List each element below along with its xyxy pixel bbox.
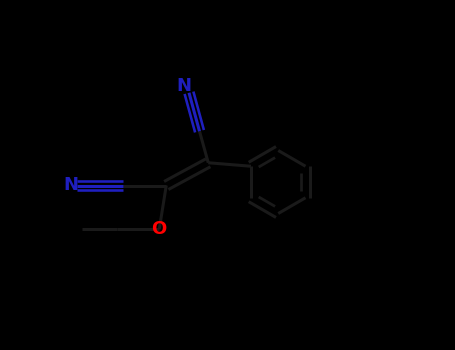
Text: N: N [63,176,78,195]
Text: O: O [152,220,167,238]
Text: N: N [176,77,191,95]
